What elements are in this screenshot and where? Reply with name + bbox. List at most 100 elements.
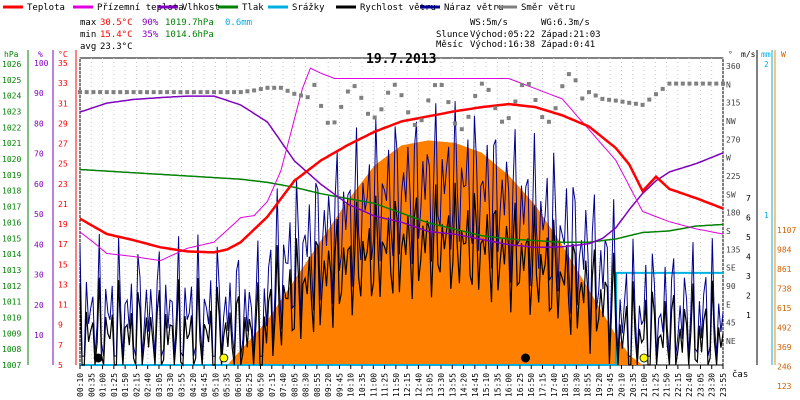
temp-tick-label: 17 (58, 240, 68, 249)
hpa-tick-label: 1008 (2, 345, 21, 354)
dir-tick-label: 45 (726, 319, 736, 328)
wind-direction-point (118, 90, 123, 95)
wind-direction-point (392, 82, 397, 87)
wind-direction-point (165, 90, 170, 95)
wind-direction-point (573, 78, 578, 83)
solar-tick-label: 369 (777, 343, 792, 352)
x-tick-label: 16:00 (505, 373, 514, 397)
temp-tick-label: 35 (58, 59, 68, 68)
wind-tick-label: 3 (746, 272, 751, 281)
x-tick-label: 08:55 (313, 373, 322, 397)
wind-direction-point (640, 102, 645, 107)
x-tick-label: 02:15 (132, 373, 141, 397)
wind-direction-point (694, 81, 699, 86)
x-tick-label: 06:00 (234, 373, 243, 397)
dir-axis-unit: ° (728, 50, 733, 59)
wind-direction-point (433, 83, 437, 88)
stats-avg-temp: 23.3°C (100, 42, 133, 52)
wind-direction-point (265, 85, 270, 90)
wind-direction-point (627, 100, 632, 105)
wind-direction-point (359, 95, 364, 100)
wind-direction-point (218, 90, 223, 95)
wind-direction-point (587, 90, 591, 95)
axis-layer: 00:10 00:35 01:00 01:25 01:50 02:15 02:40 03:05… (2, 50, 796, 397)
pct-tick-label: 60 (34, 180, 44, 189)
temp-tick-label: 25 (58, 160, 68, 169)
wind-direction-point (191, 90, 196, 95)
wind-direction-point (145, 90, 149, 95)
dir-tick-label: 135 (726, 245, 741, 254)
wind-direction-point (171, 90, 176, 95)
hpa-tick-label: 1009 (2, 329, 21, 338)
wind-direction-point (312, 82, 317, 87)
wind-direction-point (660, 86, 665, 91)
x-tick-label: 04:20 (189, 373, 198, 397)
wind-direction-point (520, 83, 525, 88)
hpa-tick-label: 1020 (2, 155, 21, 164)
pct-tick-label: 100 (34, 59, 49, 68)
stats-max-label: max (80, 18, 97, 28)
stats-max-temp: 30.5°C (100, 18, 133, 28)
wind-direction-point (258, 87, 263, 92)
hpa-tick-label: 1021 (2, 139, 21, 148)
hpa-tick-label: 1018 (2, 187, 21, 196)
ground-temperature-line (79, 67, 724, 262)
x-tick-label: 19:20 (595, 373, 604, 397)
stats-min-press: 1014.6hPa (165, 30, 214, 40)
wind-direction-point (305, 95, 310, 100)
hpa-tick-label: 1022 (2, 123, 21, 132)
wind-direction-point (399, 93, 404, 98)
wind-direction-point (299, 93, 303, 98)
wind-direction-point (533, 98, 538, 102)
wind-tick-label: 7 (746, 194, 751, 203)
rain-tick-label: 1 (764, 211, 769, 220)
hpa-tick-label: 1025 (2, 76, 21, 85)
solar-tick-label: 123 (777, 382, 792, 391)
stats-min-label: min (80, 30, 96, 40)
x-tick-label: 06:25 (245, 373, 254, 397)
wind-direction-point (198, 90, 203, 95)
hpa-tick-label: 1014 (2, 250, 21, 259)
dir-tick-label: NW (726, 117, 736, 126)
rain-axis-unit: mm (761, 50, 771, 59)
wind-direction-point (245, 89, 250, 94)
x-tick-label: 21:00 (640, 373, 649, 397)
stats-min-temp: 15.4°C (100, 30, 133, 40)
wind-direction-point (111, 90, 116, 95)
hpa-tick-label: 1024 (2, 92, 21, 101)
solar-tick-label: 861 (777, 265, 792, 274)
hpa-tick-label: 1007 (2, 361, 21, 370)
wind-direction-point (124, 90, 129, 95)
legend-label: Rychlost větru (360, 3, 436, 13)
sunset-marker (639, 353, 649, 363)
x-tick-label: 20:10 (617, 373, 626, 397)
sun-label: Slunce (436, 30, 469, 40)
stats-min-hum: 35% (142, 30, 159, 40)
wind-direction-point (674, 81, 679, 86)
wind-tick-label: 5 (746, 233, 751, 242)
temp-tick-label: 27 (58, 140, 68, 149)
x-tick-label: 13:30 (437, 373, 446, 397)
x-tick-label: 18:30 (572, 373, 581, 397)
x-tick-label: 02:40 (144, 373, 153, 397)
temperature-line (79, 102, 724, 254)
solar-tick-label: 246 (777, 363, 792, 372)
x-tick-label: 16:25 (516, 373, 525, 397)
wind-direction-point (553, 106, 558, 111)
temp-tick-label: 13 (58, 280, 68, 289)
x-tick-label: 11:50 (392, 373, 401, 397)
x-tick-label: 09:45 (335, 373, 344, 397)
x-tick-label: 18:05 (561, 373, 570, 397)
wind-direction-point (600, 96, 605, 101)
pct-tick-label: 40 (34, 240, 44, 249)
temp-tick-label: 5 (58, 361, 63, 370)
solar-tick-label: 615 (777, 304, 792, 313)
x-tick-label: 14:45 (471, 373, 480, 397)
hpa-tick-label: 1010 (2, 313, 21, 322)
temp-tick-label: 11 (58, 301, 68, 310)
wind-direction-point (232, 90, 237, 95)
dir-tick-label: SW (726, 190, 736, 199)
x-tick-label: 12:15 (403, 373, 412, 397)
pct-tick-label: 10 (34, 331, 44, 340)
wind-tick-label: 1 (746, 311, 751, 320)
